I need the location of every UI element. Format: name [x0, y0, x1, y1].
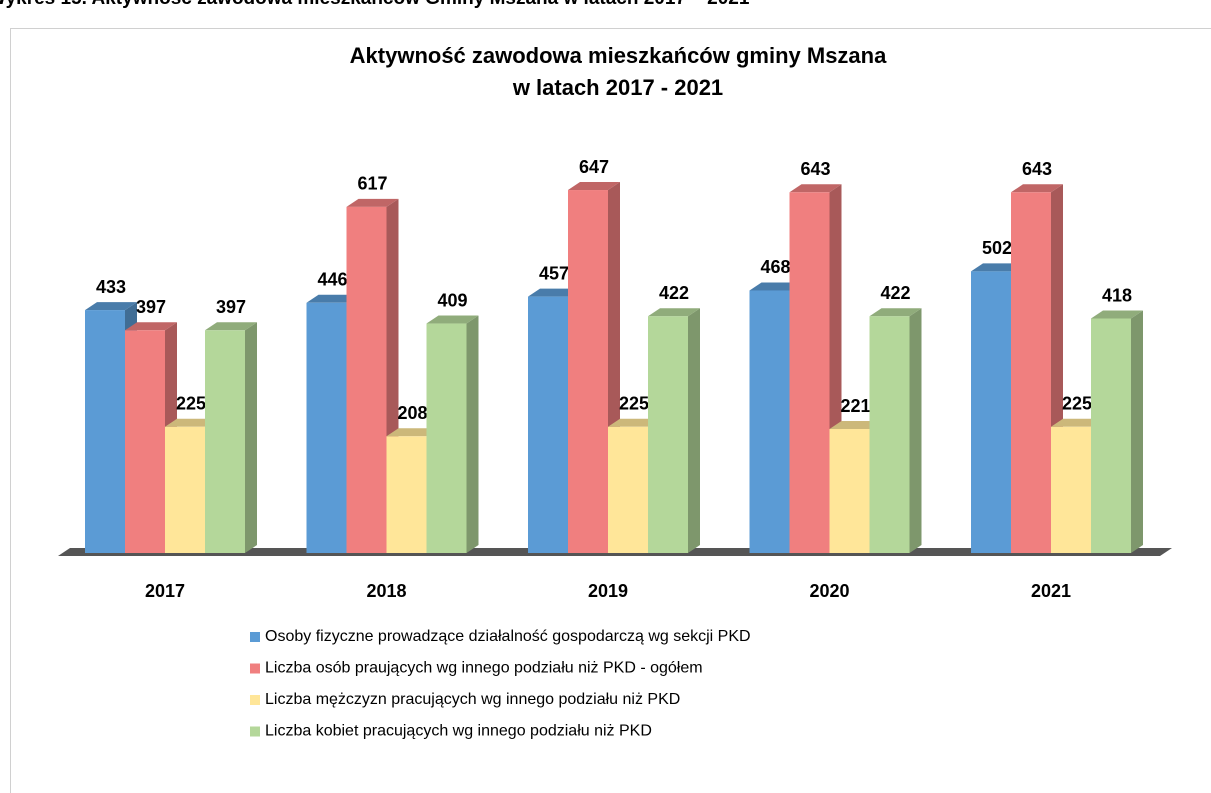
x-tick-label: 2020	[809, 581, 849, 601]
bar-side	[688, 308, 700, 553]
bar	[648, 308, 700, 553]
bar	[789, 184, 842, 554]
bar-top	[125, 322, 177, 331]
data-label: 208	[397, 403, 427, 423]
data-label: 468	[760, 257, 790, 277]
bar-top	[789, 184, 842, 193]
bar	[1091, 310, 1143, 553]
data-label: 418	[1102, 285, 1132, 305]
bar-top	[85, 302, 137, 311]
bar-top	[1051, 418, 1103, 427]
data-label: 409	[437, 290, 467, 310]
bar-top	[648, 308, 700, 317]
data-label: 422	[880, 283, 910, 303]
bar-front	[829, 429, 870, 553]
caption: Wykres 15. Aktywność zawodowa mieszkańcó…	[0, 0, 750, 9]
data-label: 643	[1022, 159, 1052, 179]
data-label: 433	[96, 277, 126, 297]
bar-front	[971, 271, 1011, 553]
legend-label: Liczba osób praujących wg innego podział…	[265, 660, 703, 677]
chart-border	[10, 28, 1211, 793]
bar-front	[1051, 426, 1091, 553]
bar-front	[306, 302, 347, 553]
bar-side	[245, 322, 257, 553]
data-label: 397	[136, 297, 166, 317]
bar-top	[1011, 184, 1063, 193]
bar-top	[528, 288, 580, 297]
chart-title: w latach 2017 - 2021	[512, 75, 723, 100]
bar-front	[568, 190, 608, 553]
bar-front	[528, 296, 568, 553]
bar-top	[749, 282, 802, 291]
legend-swatch	[250, 726, 260, 737]
bar-top	[165, 418, 217, 427]
bar-top	[971, 263, 1023, 272]
data-label: 457	[539, 263, 569, 283]
bar-top	[1091, 310, 1143, 319]
x-tick-label: 2017	[145, 581, 185, 601]
bar-front	[608, 426, 648, 553]
bar-front	[1091, 318, 1131, 553]
data-label: 643	[800, 159, 830, 179]
bar-top	[608, 418, 660, 427]
data-label: 397	[216, 297, 246, 317]
bar-top	[306, 294, 359, 303]
legend-label: Liczba mężczyzn pracujących wg innego po…	[265, 691, 680, 708]
bar-top	[346, 198, 399, 207]
bar-front	[386, 436, 427, 553]
bar-side	[909, 308, 922, 553]
bar-front	[789, 192, 830, 554]
chart-title: Aktywność zawodowa mieszkańców gminy Msz…	[350, 43, 887, 68]
data-label: 502	[982, 238, 1012, 258]
bar-front	[648, 316, 688, 553]
legend-label: Osoby fizyczne prowadzące działalność go…	[265, 628, 751, 645]
legend-label: Liczba kobiet pracujących wg innego podz…	[265, 723, 652, 740]
data-label: 647	[579, 157, 609, 177]
data-label: 422	[659, 283, 689, 303]
data-label: 617	[357, 174, 387, 194]
bar-front	[869, 316, 910, 553]
bar-side	[466, 315, 479, 553]
legend-swatch	[250, 695, 260, 705]
bar	[568, 182, 620, 553]
bar-top	[869, 308, 922, 317]
bar-front	[426, 323, 467, 553]
bar-top	[205, 322, 257, 331]
data-label: 225	[619, 394, 649, 414]
bar-front	[165, 426, 205, 553]
bar-top	[426, 315, 479, 324]
bar-top	[829, 421, 882, 430]
data-label: 225	[176, 394, 206, 414]
x-tick-label: 2021	[1031, 581, 1071, 601]
bar-top	[386, 428, 439, 437]
bar	[205, 322, 257, 553]
bar-front	[1011, 192, 1051, 554]
data-label: 225	[1062, 394, 1092, 414]
legend-swatch	[250, 632, 260, 642]
bar-front	[125, 330, 165, 553]
bar-front	[749, 290, 790, 553]
bar-side	[1131, 310, 1143, 553]
data-label: 221	[840, 396, 870, 416]
bar-top	[568, 182, 620, 191]
bar-front	[205, 330, 245, 553]
bar	[869, 308, 922, 553]
bar-front	[346, 206, 387, 553]
x-tick-label: 2019	[588, 581, 628, 601]
data-label: 446	[317, 270, 347, 290]
legend-swatch	[250, 663, 260, 674]
x-tick-label: 2018	[366, 581, 406, 601]
bar-front	[85, 310, 125, 553]
bar	[426, 315, 479, 553]
